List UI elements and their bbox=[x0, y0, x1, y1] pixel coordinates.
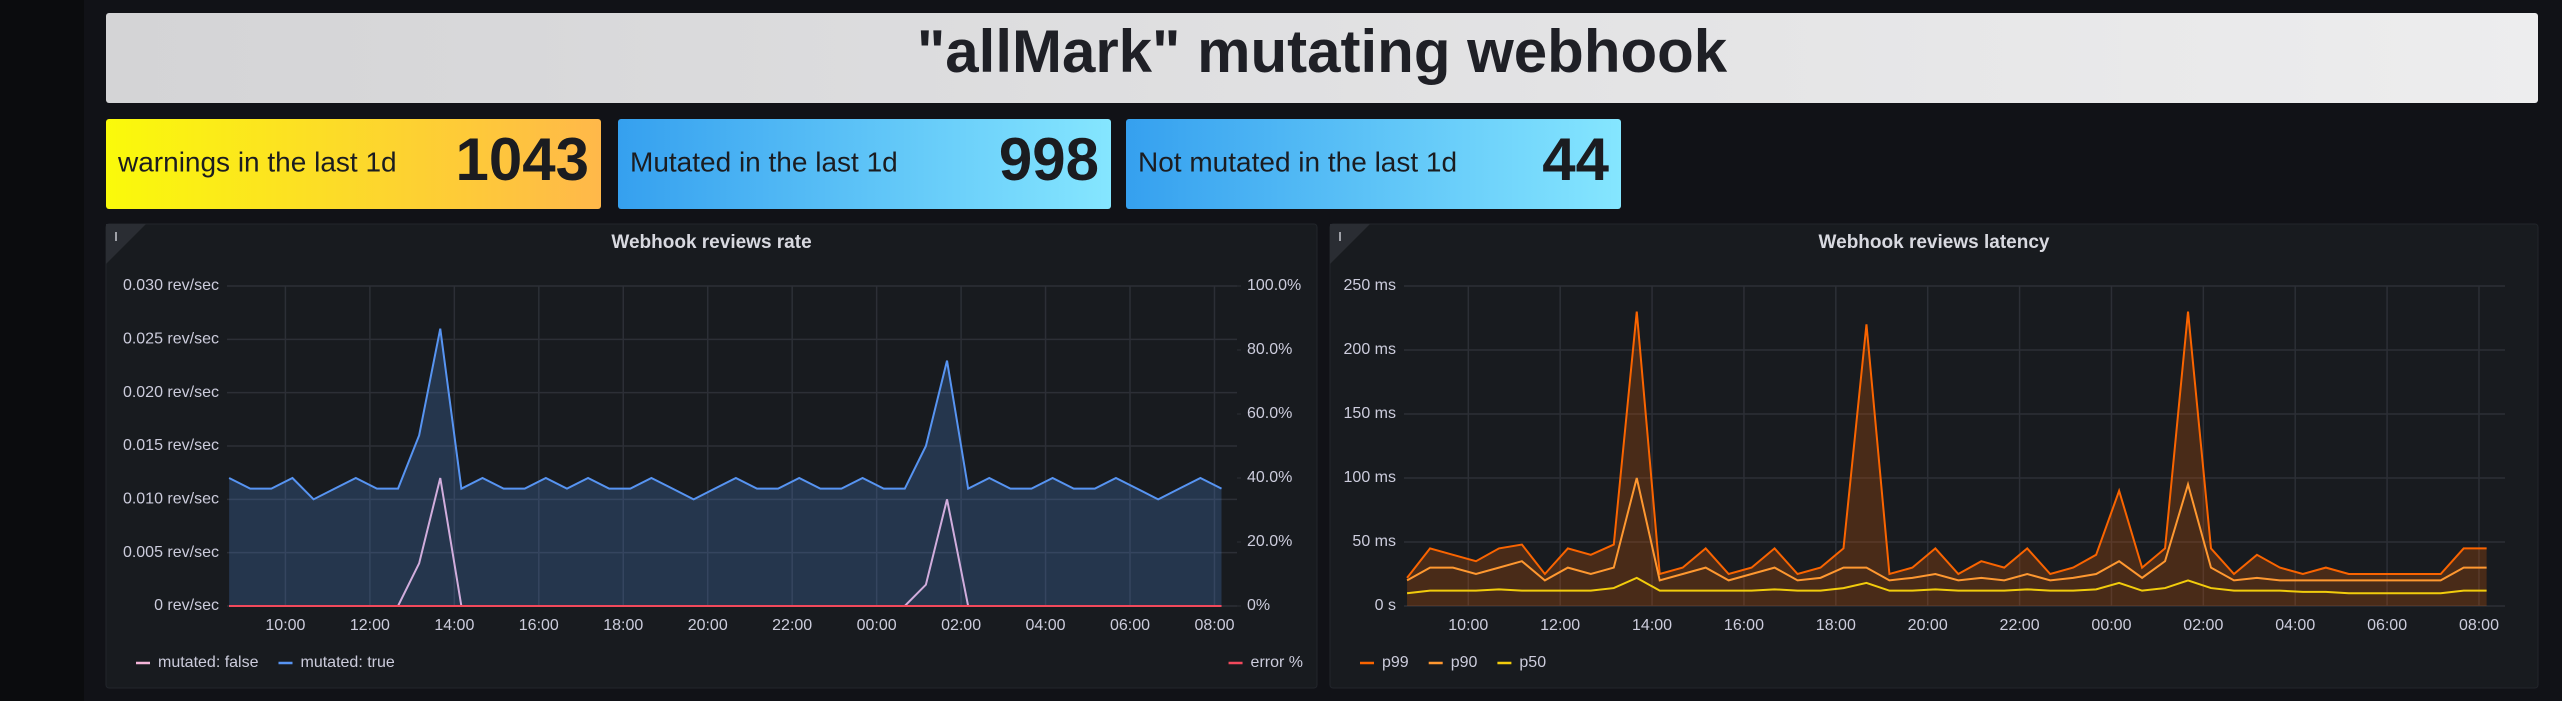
legend-label: p90 bbox=[1451, 654, 1478, 671]
x-tick-label: 04:00 bbox=[2275, 617, 2315, 634]
y2-tick-label: 20.0% bbox=[1247, 533, 1292, 550]
panels: Webhook reviews rate 0 rev/sec 0.005 rev/s… bbox=[105, 223, 2539, 689]
x-tick-label: 12:00 bbox=[1540, 617, 1580, 634]
stat-panel bbox=[1126, 119, 1621, 209]
y-tick-label: 100 ms bbox=[1344, 469, 1396, 486]
stat-label: warnings in the last 1d bbox=[117, 146, 397, 177]
x-tick-label: 12:00 bbox=[350, 617, 390, 634]
legend-label: mutated: false bbox=[158, 654, 259, 671]
x-tick-label: 04:00 bbox=[1026, 617, 1066, 634]
y-tick-label: 0.020 rev/sec bbox=[123, 384, 219, 401]
series-area bbox=[229, 328, 1222, 606]
x-tick-label: 00:00 bbox=[857, 617, 897, 634]
x-tick-label: 06:00 bbox=[1110, 617, 1150, 634]
y-tick-label: 0 s bbox=[1375, 597, 1396, 614]
x-tick-label: 02:00 bbox=[2183, 617, 2223, 634]
x-tick-label: 20:00 bbox=[1908, 617, 1948, 634]
dashboard-title: "allMark" mutating webhook bbox=[917, 18, 1728, 85]
stats: warnings in the last 1d 1043 Mutated in th… bbox=[106, 119, 1621, 209]
y-tick-label: 0.025 rev/sec bbox=[123, 331, 219, 348]
stat-value: 1043 bbox=[456, 126, 589, 193]
legend-label: error % bbox=[1251, 654, 1303, 671]
y-tick-label: 250 ms bbox=[1344, 277, 1396, 294]
y-tick-label: 0.015 rev/sec bbox=[123, 437, 219, 454]
y2-tick-label: 100.0% bbox=[1247, 277, 1301, 294]
y2-tick-label: 60.0% bbox=[1247, 405, 1292, 422]
stat-value: 998 bbox=[999, 126, 1099, 193]
series-line bbox=[1406, 311, 2487, 579]
y2-tick-label: 40.0% bbox=[1247, 469, 1292, 486]
x-tick-label: 16:00 bbox=[1724, 617, 1764, 634]
x-tick-label: 22:00 bbox=[2000, 617, 2040, 634]
x-tick-label: 14:00 bbox=[1632, 617, 1672, 634]
x-tick-label: 18:00 bbox=[603, 617, 643, 634]
x-tick-label: 08:00 bbox=[1194, 617, 1234, 634]
stat-panel bbox=[106, 119, 601, 209]
panel-title: Webhook reviews latency bbox=[1819, 232, 2050, 253]
x-tick-label: 08:00 bbox=[2459, 617, 2499, 634]
legend-label: p99 bbox=[1382, 654, 1409, 671]
legend-label: mutated: true bbox=[301, 654, 395, 671]
x-tick-label: 20:00 bbox=[688, 617, 728, 634]
x-tick-label: 22:00 bbox=[772, 617, 812, 634]
x-tick-label: 16:00 bbox=[519, 617, 559, 634]
y-tick-label: 0.010 rev/sec bbox=[123, 491, 219, 508]
y-tick-label: 150 ms bbox=[1344, 405, 1396, 422]
stat-label: Mutated in the last 1d bbox=[630, 146, 898, 177]
legend-label: p50 bbox=[1519, 654, 1546, 671]
stat-value: 44 bbox=[1542, 126, 1609, 193]
y-tick-label: 0.030 rev/sec bbox=[123, 277, 219, 294]
x-tick-label: 06:00 bbox=[2367, 617, 2407, 634]
panel-title: Webhook reviews rate bbox=[611, 232, 811, 253]
x-tick-label: 02:00 bbox=[941, 617, 981, 634]
title-panel bbox=[106, 13, 2538, 103]
stat-label: Not mutated in the last 1d bbox=[1138, 146, 1457, 177]
chart-panel: Webhook reviews latency 0 s 50 ms 100 ms 150… bbox=[1329, 223, 2539, 689]
y-tick-label: 0 rev/sec bbox=[154, 597, 219, 614]
y-tick-label: 50 ms bbox=[1352, 533, 1396, 550]
y2-tick-label: 80.0% bbox=[1247, 341, 1292, 358]
stat-panel bbox=[618, 119, 1111, 209]
chart-panel: Webhook reviews rate 0 rev/sec 0.005 rev/s… bbox=[105, 223, 1318, 689]
y-tick-label: 0.005 rev/sec bbox=[123, 544, 219, 561]
series-line bbox=[1406, 477, 2487, 582]
sidebar bbox=[0, 0, 84, 701]
x-tick-label: 00:00 bbox=[2091, 617, 2131, 634]
x-tick-label: 14:00 bbox=[434, 617, 474, 634]
y-tick-label: 200 ms bbox=[1344, 341, 1396, 358]
x-tick-label: 10:00 bbox=[265, 617, 305, 634]
x-tick-label: 18:00 bbox=[1816, 617, 1856, 634]
series-line bbox=[228, 328, 1222, 501]
x-tick-label: 10:00 bbox=[1448, 617, 1488, 634]
y2-tick-label: 0% bbox=[1247, 597, 1270, 614]
series-line bbox=[1406, 576, 2487, 595]
